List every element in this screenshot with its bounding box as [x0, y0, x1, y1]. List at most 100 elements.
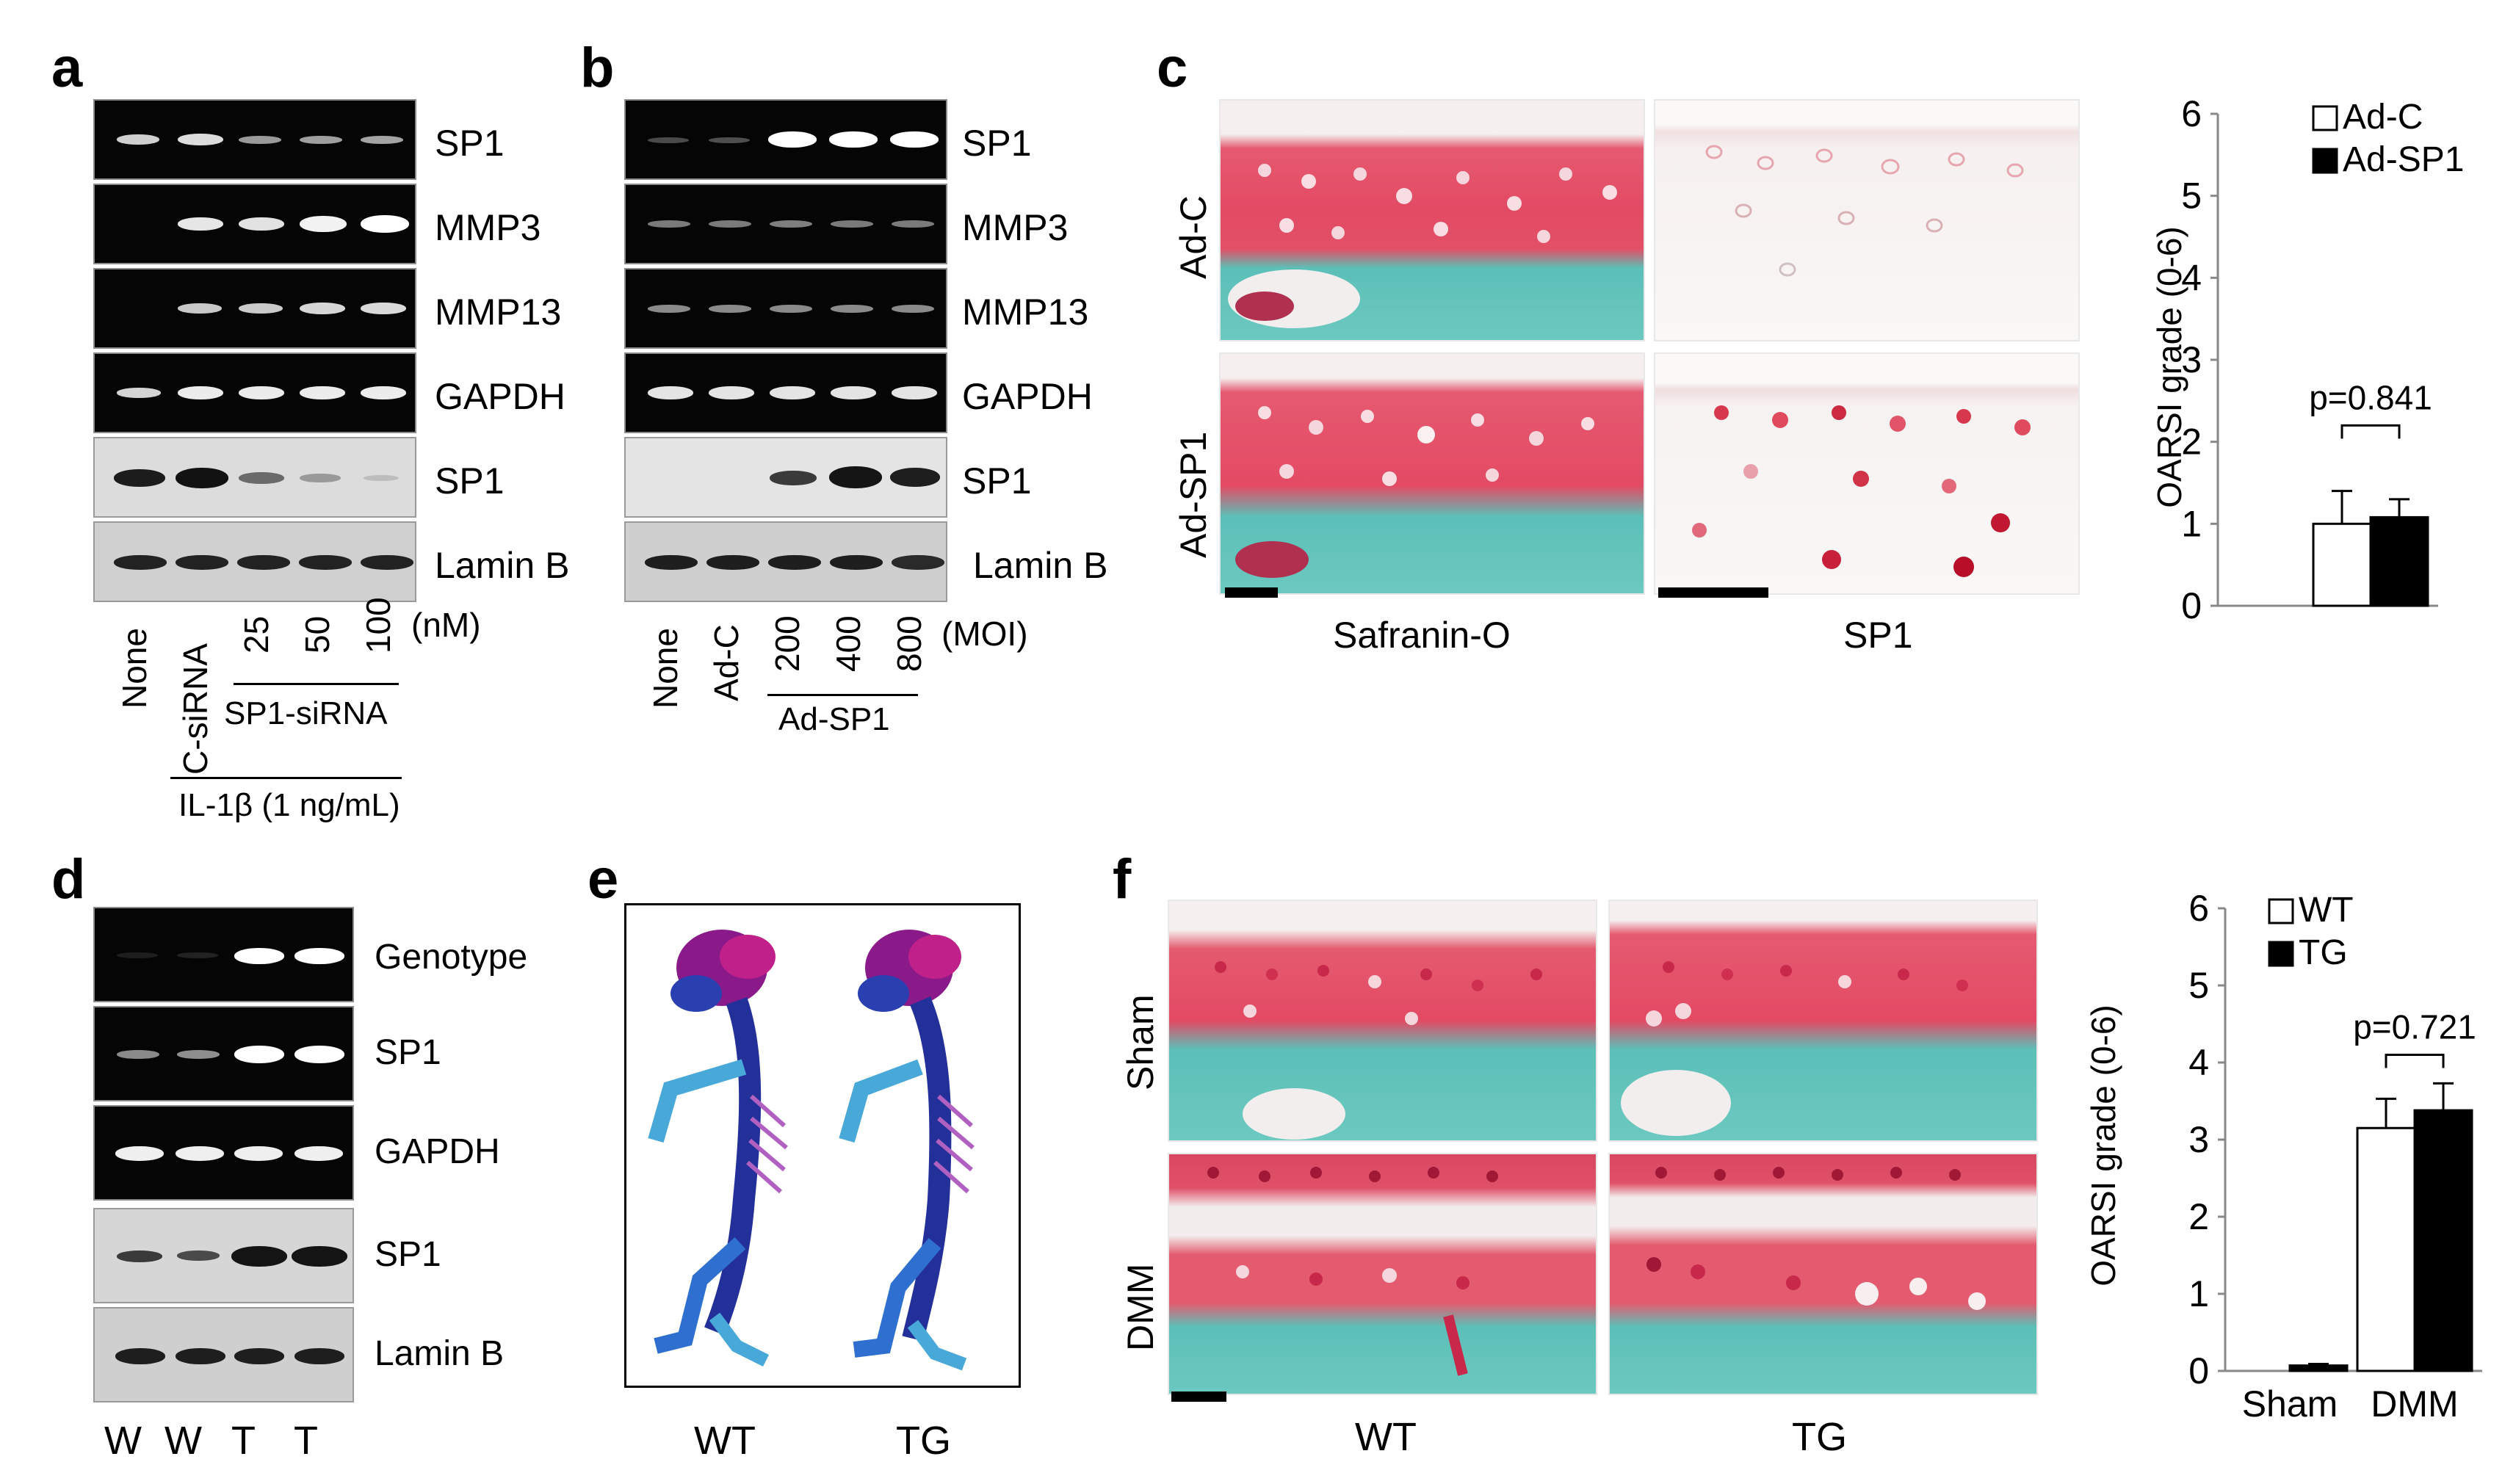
unit-label-a: (nM) — [411, 606, 481, 644]
blot-b-sp1 — [624, 437, 947, 518]
legend-label: TG — [2299, 933, 2348, 972]
y-tick-label: 0 — [2188, 1350, 2209, 1391]
gel-label-a-1: SP1 — [435, 123, 505, 164]
gel-label-a-4: GAPDH — [435, 376, 565, 417]
group-line-b — [767, 694, 918, 696]
cells-f-4 — [1646, 1167, 1986, 1310]
gel-a-mmp13 — [93, 268, 416, 349]
panel-letter-c: c — [1157, 37, 1188, 99]
lane-label-b-adc: Ad-C — [707, 624, 745, 701]
gel-a-gapdh — [93, 352, 416, 433]
legend-swatch — [2312, 105, 2338, 131]
lane-label-a-none: None — [115, 628, 153, 709]
lane-label-a-50: 50 — [298, 615, 336, 654]
panel-letter-b: b — [580, 37, 615, 99]
gel-label-b-5: SP1 — [962, 460, 1032, 502]
chart-c-plot: 0 1 2 3 4 5 6 p=0.841 Ad-CAd-SP1 — [2181, 93, 2464, 626]
y-tick-label: 1 — [2181, 503, 2202, 544]
scale-bar-f — [1171, 1391, 1226, 1402]
cells-f-3 — [1207, 1167, 1498, 1376]
gel-label-d-5: Lamin B — [375, 1334, 505, 1373]
row-label-f-dmm: DMM — [1120, 1263, 1161, 1351]
lane-label-b-400: 400 — [829, 615, 867, 672]
image-c-safranin-adc — [1219, 99, 1645, 341]
category-label: DMM — [2371, 1383, 2458, 1425]
unit-label-b: (MOI) — [941, 615, 1028, 653]
bar-tg — [2288, 1364, 2349, 1372]
skeleton-label-tg: TG — [896, 1419, 951, 1463]
skeleton-images — [648, 930, 975, 1371]
gel-label-d-4: SP1 — [375, 1235, 441, 1274]
gel-label-d-3: GAPDH — [375, 1132, 500, 1171]
significance-bracket — [2340, 424, 2401, 439]
y-tick-label: 6 — [2188, 888, 2209, 929]
chart-f-ylabel: OARSI grade (0-6) — [2086, 1005, 2122, 1286]
bar-ad-sp1 — [2369, 515, 2429, 607]
cells-c-4 — [1692, 405, 2031, 577]
gel-b-mmp13 — [624, 268, 947, 349]
gel-d-genotype — [93, 907, 354, 1002]
lane-label-d-1: W — [104, 1419, 142, 1463]
gel-label-b-2: MMP3 — [962, 207, 1069, 248]
gel-label-a-5: SP1 — [435, 460, 505, 502]
treatment-line-a — [170, 777, 402, 779]
y-tick-label: 1 — [2188, 1273, 2209, 1314]
y-tick-label: 5 — [2181, 175, 2202, 217]
panel-letter-f: f — [1113, 848, 1132, 911]
group-line-a — [234, 683, 399, 685]
col-label-f-wt: WT — [1355, 1415, 1417, 1459]
cells-c-2 — [1705, 145, 2024, 277]
gel-label-a-3: MMP13 — [435, 292, 562, 333]
legend-swatch — [2268, 941, 2294, 967]
lane-label-a-25: 25 — [237, 615, 275, 654]
treatment-label-a: IL-1β (1 ng/mL) — [178, 787, 400, 823]
row-label-f-sham: Sham — [1120, 994, 1161, 1090]
y-tick-label: 4 — [2188, 1042, 2209, 1083]
p-value: p=0.841 — [2309, 378, 2432, 416]
cells-c-1 — [1228, 164, 1617, 328]
bar-ad-c — [2312, 522, 2372, 607]
gel-d-gapdh — [93, 1105, 354, 1201]
y-tick-label: 6 — [2181, 93, 2202, 134]
y-tick-label: 5 — [2188, 965, 2209, 1006]
legend-swatch — [2312, 148, 2338, 174]
gel-a-sp1 — [93, 99, 416, 180]
lane-label-d-4: T — [294, 1419, 318, 1463]
skeleton-wt — [648, 930, 788, 1367]
image-f-sham-tg — [1608, 900, 2038, 1142]
gel-b-sp1 — [624, 99, 947, 180]
p-value: p=0.721 — [2353, 1008, 2476, 1046]
gel-label-b-3: MMP13 — [962, 292, 1089, 333]
row-label-c-adc: Ad-C — [1173, 195, 1214, 279]
image-c-sp1-adsp1 — [1654, 352, 2080, 595]
blot-d-sp1 — [93, 1208, 354, 1303]
lane-label-a-100: 100 — [359, 597, 397, 654]
gel-label-b-6: Lamin B — [973, 545, 1108, 586]
gel-label-d-1: Genotype — [375, 938, 528, 977]
blot-b-laminb — [624, 521, 947, 602]
gel-label-a-6: Lamin B — [435, 545, 570, 586]
y-tick-label: 2 — [2188, 1196, 2209, 1237]
y-tick-label: 0 — [2181, 585, 2202, 626]
skeleton-label-wt: WT — [694, 1419, 756, 1463]
cells-f-2 — [1621, 961, 1968, 1136]
gel-d-sp1 — [93, 1006, 354, 1101]
image-c-sp1-adc — [1654, 99, 2080, 341]
scale-bar-c-1 — [1225, 587, 1278, 598]
legend-swatch — [2268, 898, 2294, 924]
chart-c: 0 1 2 3 4 5 6 p=0.841 Ad-CAd-SP1 OARSI grade (0-… — [2150, 93, 2464, 626]
skeleton-frame — [624, 903, 1021, 1388]
chart-c-ylabel: OARSI grade (0-6) — [2150, 226, 2188, 507]
col-label-c-sp1: SP1 — [1843, 615, 1913, 656]
blot-a-laminb — [93, 521, 416, 602]
lane-label-d-3: T — [231, 1419, 256, 1463]
panel-letter-e: e — [588, 848, 619, 911]
group-label-a: SP1-siRNA — [224, 695, 388, 731]
gel-label-d-2: SP1 — [375, 1033, 441, 1072]
y-tick-label: 3 — [2181, 339, 2202, 380]
image-c-safranin-adsp1 — [1219, 352, 1645, 595]
lane-label-b-200: 200 — [768, 615, 806, 672]
